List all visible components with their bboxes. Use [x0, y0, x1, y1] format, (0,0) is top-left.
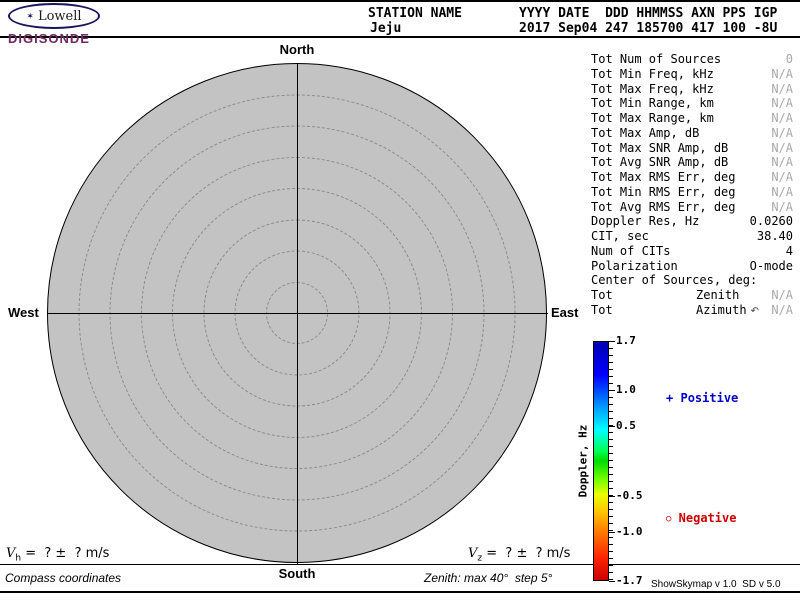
stat-row: Tot Min RMS Err, deg N/A — [591, 184, 793, 199]
colorbar-tick — [609, 496, 615, 497]
stat-row: Tot Max SNR Amp, dB N/A — [591, 140, 793, 155]
lowell-logo-ellipse: ✶ Lowell — [8, 3, 100, 29]
logo-name: Lowell — [37, 8, 82, 24]
window-bottom-border — [0, 591, 800, 593]
header-separator — [0, 36, 800, 38]
station-name-value: Jeju — [370, 21, 402, 36]
datetime-columns-value: 2017 Sep04 247 185700 417 100 -8U — [519, 21, 778, 36]
star-icon: ✶ — [26, 10, 34, 21]
colorbar-tick-label: 1.0 — [616, 383, 636, 396]
coordinates-note: Compass coordinates — [5, 571, 122, 585]
skymap-horizontal-axis — [47, 313, 548, 314]
stat-row-center-azimuth: Tot Azimuth ↶ N/A — [591, 302, 793, 317]
digisonde-wordmark: DIGISONDE — [8, 31, 90, 46]
positive-legend: + Positive — [666, 391, 739, 405]
rotate-icon: ↶ — [750, 305, 759, 317]
vertical-velocity-readout: Vz = ? ± ? m/s — [468, 546, 571, 564]
colorbar-tick — [609, 581, 615, 582]
stat-row: Tot Avg SNR Amp, dB N/A — [591, 155, 793, 170]
colorbar-tick — [609, 532, 615, 533]
stat-row: Num of CITs 4 — [591, 243, 793, 258]
version-label: ShowSkymap v 1.0 SD v 5.0 — [651, 579, 781, 590]
stat-row: Tot Num of Sources 0 — [591, 52, 793, 66]
compass-label-south: South — [278, 566, 316, 581]
circle-marker-icon: ○ — [666, 514, 672, 524]
zenith-range-note: Zenith: max 40° step 5° — [424, 571, 553, 585]
stat-row: Doppler Res, Hz 0.0260 — [591, 214, 793, 229]
stat-row: Tot Min Freq, kHz N/A — [591, 66, 793, 81]
stat-row: Tot Max Amp, dB N/A — [591, 125, 793, 140]
stat-row: Tot Max Freq, kHz N/A — [591, 81, 793, 96]
window-top-border — [0, 0, 800, 2]
footer-separator — [0, 564, 800, 565]
stat-section-header: Center of Sources, deg: — [591, 273, 758, 288]
station-name-header: STATION NAME — [368, 6, 462, 21]
colorbar-tick-label: 0.5 — [616, 419, 636, 432]
stat-row: Tot Min Range, km N/A — [591, 96, 793, 111]
colorbar-tick — [609, 390, 615, 391]
colorbar-tick-label: -1.7 — [616, 574, 643, 587]
statistics-panel: Tot Num of Sources 0 Tot Min Freq, kHz N/A… — [591, 52, 793, 318]
negative-legend: ○ Negative — [666, 511, 737, 525]
datetime-columns-header: YYYY DATE DDD HHMMSS AXN PPS IGP — [519, 6, 778, 21]
colorbar-tick-label: -1.0 — [616, 525, 643, 538]
compass-label-east: East — [551, 305, 579, 320]
stat-row: Polarization O-mode — [591, 258, 793, 273]
stat-row: Tot Max Range, km N/A — [591, 111, 793, 125]
colorbar-tick-label: 1.7 — [616, 334, 636, 347]
colorbar-minor-ticks — [609, 341, 613, 581]
stat-row-center-zenith: Tot Zenith N/A — [591, 288, 793, 302]
compass-label-north: North — [279, 42, 315, 57]
compass-label-west: West — [8, 305, 39, 320]
stat-row: Tot Max RMS Err, deg N/A — [591, 170, 793, 184]
horizontal-velocity-readout: Vh = ? ± ? m/s — [6, 546, 110, 564]
doppler-colorbar — [593, 341, 609, 581]
colorbar-axis-title: Doppler, Hz — [576, 424, 590, 498]
stat-row: Tot Avg RMS Err, deg N/A — [591, 199, 793, 214]
colorbar-tick — [609, 426, 615, 427]
plus-marker-icon: + — [666, 391, 674, 405]
colorbar-tick-label: -0.5 — [616, 489, 643, 502]
lowell-logo: ✶ Lowell DIGISONDE — [8, 3, 108, 46]
stat-row: CIT, sec 38.40 — [591, 229, 793, 243]
colorbar-tick — [609, 341, 615, 342]
